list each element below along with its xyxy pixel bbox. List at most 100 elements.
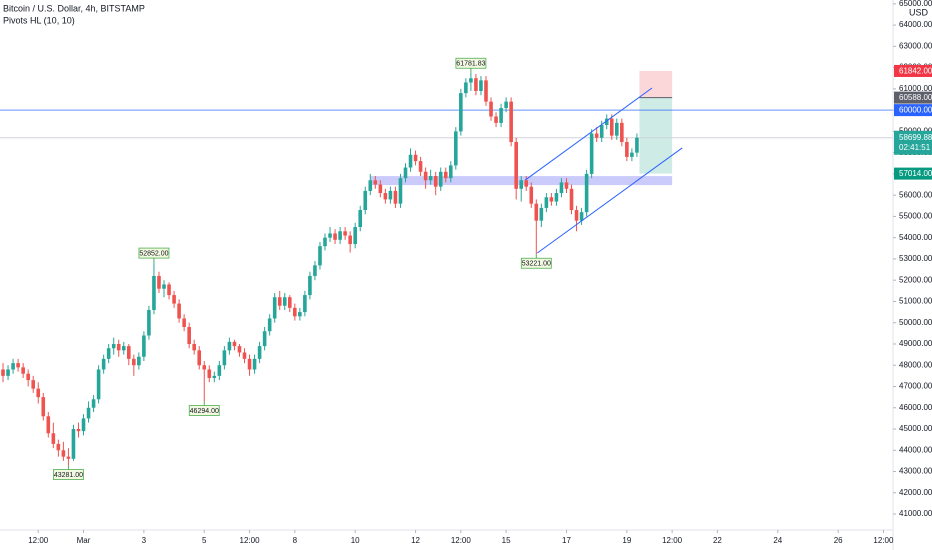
candle-body: [182, 318, 186, 327]
candle-body: [363, 190, 368, 211]
candle-body: [574, 210, 579, 221]
candle-body: [484, 80, 488, 102]
candle-body: [544, 197, 549, 208]
x-tick-label: 26: [834, 536, 843, 545]
current-price-box: [894, 130, 932, 155]
currency: USD: [909, 7, 929, 17]
candle-body: [167, 284, 171, 296]
candle-body: [212, 375, 217, 378]
indicator-name: Pivots HL (10, 10): [3, 15, 75, 25]
candle-body: [66, 456, 71, 459]
candle-body: [353, 227, 357, 245]
candle-body: [418, 161, 423, 172]
candle-body: [126, 346, 131, 359]
candle-body: [293, 307, 297, 317]
candle-body: [121, 346, 126, 351]
candle-body: [614, 122, 619, 136]
candle-body: [252, 358, 257, 370]
candle-body: [177, 303, 181, 319]
x-tick-label: 15: [502, 536, 511, 545]
candle-body: [408, 154, 413, 168]
candle-body: [323, 237, 327, 247]
pivot-label-box: [455, 57, 487, 69]
candle-body: [338, 231, 342, 240]
candle-body: [328, 233, 332, 238]
candle-body: [16, 363, 20, 368]
candle-body: [147, 309, 151, 336]
candle-body: [559, 182, 564, 194]
plot: 43281.00 52852.00 46294.00 61781.83 53221.00: [0, 57, 893, 480]
candle-body: [554, 193, 559, 202]
candle-body: [625, 142, 629, 157]
x-tick-label: 5: [202, 536, 207, 545]
x-tick-label: 12: [411, 536, 420, 545]
candle-body: [26, 373, 30, 381]
candle-body: [448, 165, 453, 179]
candle-body: [519, 180, 524, 189]
y-tick-label: 61000.00: [899, 84, 932, 93]
candle-body: [373, 180, 378, 185]
target-price-label: 57014.00: [899, 169, 932, 178]
stop-price-label: 61842.00: [899, 67, 932, 76]
y-tick-label: 42000.00: [899, 488, 932, 497]
chart-title: Bitcoin / U.S. Dollar, 4h, BITSTAMP: [3, 3, 145, 13]
candle-body: [579, 212, 584, 221]
candle-body: [378, 184, 383, 194]
candle-body: [443, 171, 448, 179]
candle-body: [96, 369, 101, 400]
candle-body: [162, 284, 166, 289]
candle-body: [172, 295, 176, 304]
y-tick-label: 44000.00: [899, 445, 932, 454]
target-price-label-box: [894, 167, 932, 180]
entry-price-label: 60588.00: [899, 93, 932, 102]
y-tick-label: 53000.00: [899, 254, 932, 263]
x-tick-label: 10: [351, 536, 360, 545]
y-tick-label: 48000.00: [899, 360, 932, 369]
candle-body: [403, 167, 408, 179]
candle-body: [31, 380, 36, 389]
candle-body: [333, 233, 337, 240]
candle-body: [116, 343, 121, 351]
candle-body: [197, 350, 202, 366]
candle-body: [106, 348, 111, 359]
candle-body: [51, 433, 56, 444]
y-tick-label: 51000.00: [899, 297, 932, 306]
candle-body: [428, 176, 433, 181]
candle-body: [277, 297, 282, 306]
candle-body: [11, 363, 15, 370]
candle-body: [479, 80, 483, 91]
candle-body: [609, 118, 614, 136]
candle-body: [137, 356, 141, 366]
candle-body: [313, 265, 317, 276]
candle-body: [464, 82, 468, 94]
x-tick-label: 12:00: [28, 536, 49, 545]
y-tick-label: 45000.00: [899, 424, 932, 433]
channel-upper: [524, 87, 653, 181]
candle-body: [71, 429, 76, 459]
candle-body: [368, 180, 373, 191]
candle-body: [489, 101, 493, 117]
candle-body: [388, 190, 393, 200]
candle-body: [91, 399, 96, 408]
pivot-label-box: [53, 469, 84, 480]
candle-body: [308, 275, 312, 296]
candle-body: [56, 443, 61, 451]
pivot-label-box: [138, 247, 170, 259]
pivot-label: 46294.00: [190, 408, 219, 415]
y-tick-label: 43000.00: [899, 467, 932, 476]
candle-body: [383, 193, 388, 200]
x-tick-label: 12:00: [451, 536, 472, 545]
candle-body: [192, 343, 196, 351]
candle-body: [237, 346, 242, 353]
candle-body: [343, 231, 347, 236]
candle-body: [413, 154, 418, 162]
candle-body: [187, 326, 191, 344]
x-tick-label: 17: [562, 536, 571, 545]
current-price-label: 58699.88: [899, 133, 932, 142]
x-tick-label: 24: [773, 536, 782, 545]
candle-body: [529, 186, 534, 204]
pivot-label: 61781.83: [456, 61, 485, 68]
candle-body: [36, 388, 41, 398]
x-tick-label: 3: [142, 536, 147, 545]
